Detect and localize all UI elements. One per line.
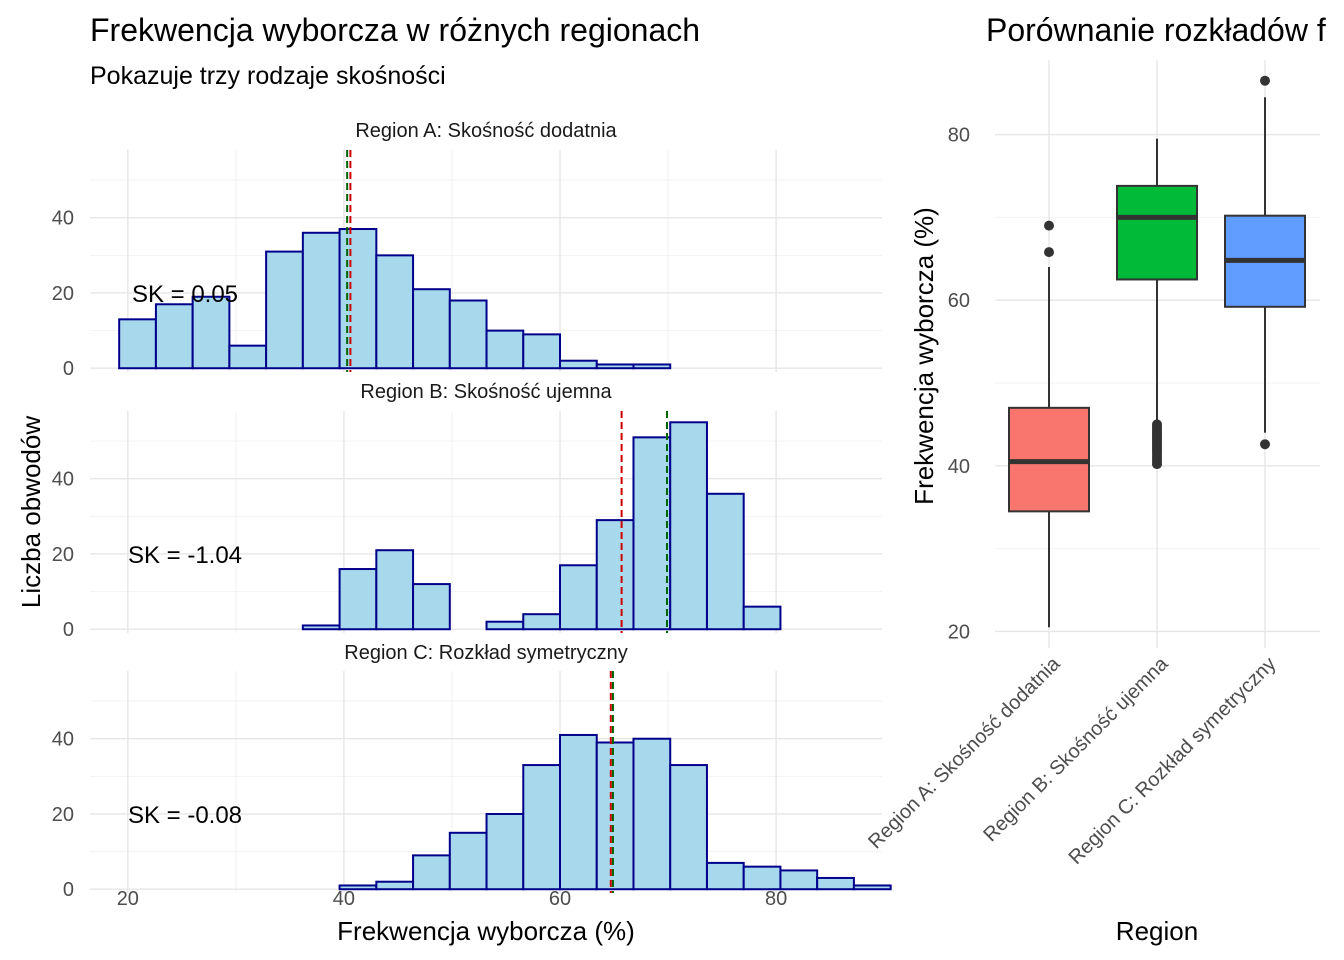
y-tick-label: 20 [52, 804, 74, 826]
boxplot-y-tick-label: 60 [948, 290, 970, 312]
y-tick-label: 40 [52, 729, 74, 751]
x-axis-ticks: 20 40 60 80 [117, 888, 788, 910]
skewness-label: SK = -1.04 [128, 542, 242, 569]
boxplot-y-tick-label: 40 [948, 456, 970, 478]
histogram-bar [559, 733, 598, 891]
histogram-bar [852, 884, 892, 891]
x-tick-label: 40 [333, 888, 355, 910]
outlier-point [1152, 419, 1162, 430]
y-tick-label: 20 [52, 544, 74, 566]
histogram-bar [632, 737, 672, 891]
histogram-bar [705, 861, 745, 891]
histogram-bar [448, 299, 488, 370]
boxplot-x-tick-label: Region C: Rozkład symetryczny [1065, 653, 1281, 869]
y-tick-label: 20 [52, 283, 74, 305]
histogram-bar [779, 869, 819, 891]
skewness-label: SK = -0.08 [128, 802, 242, 829]
skewness-label: SK = 0.05 [132, 281, 238, 308]
x-axis-title: Frekwencja wyborcza (%) [337, 916, 635, 946]
facet-strip-label: Region A: Skośność dodatnia [355, 120, 617, 142]
histogram-bar [485, 329, 525, 370]
histogram-bar [669, 421, 708, 631]
boxplot-3 [1224, 75, 1306, 450]
histogram-bar [522, 764, 562, 891]
boxplot-1 [1008, 220, 1090, 628]
histogram-bar [338, 228, 378, 370]
boxplot-x-tick-label: Region A: Skośność dodatnia [864, 652, 1065, 853]
histogram-bar [669, 764, 708, 891]
outlier-point [1260, 75, 1270, 86]
boxplot-y-tick-label: 20 [948, 621, 970, 643]
histogram-bar [522, 613, 562, 631]
histogram-bar [412, 583, 451, 631]
histogram-bar [118, 318, 157, 370]
facet-strip-label: Region B: Skośność ujemna [360, 381, 612, 403]
histogram-bar [522, 333, 562, 370]
boxplot-x-axis-title: Region [1116, 916, 1198, 946]
x-tick-label: 80 [765, 888, 787, 910]
histogram-bar [595, 519, 635, 631]
histogram-bar [559, 564, 598, 631]
boxplot-y-ticks: 20 40 60 80 [948, 125, 970, 644]
histogram-bar [485, 812, 525, 891]
right-title: Porównanie rozkładów f [986, 12, 1326, 48]
histogram-bar [265, 250, 304, 370]
histogram-facets: Region A: Skośność dodatnia 0 20 40 SK = 0.0… [52, 120, 892, 901]
histogram-bar [559, 359, 598, 370]
outlier-point [1260, 439, 1270, 450]
boxplot-x-tick-label: Region B: Skośność ujemna [979, 652, 1173, 846]
histogram-bar [191, 295, 231, 370]
iqr-box [1116, 184, 1198, 281]
histogram-bar [412, 288, 451, 370]
y-tick-label: 0 [63, 879, 74, 901]
histogram-bar [632, 436, 672, 631]
facet-strip-label: Region C: Rozkład symetryczny [344, 642, 627, 664]
boxplot-y-tick-label: 80 [948, 125, 970, 147]
boxplot-2 [1116, 138, 1198, 470]
left-title: Frekwencja wyborcza w różnych regionach [90, 12, 700, 48]
histogram-bar [705, 492, 745, 631]
outlier-point [1044, 220, 1054, 231]
x-tick-label: 20 [117, 888, 139, 910]
histogram-bar [154, 303, 194, 370]
histogram-bar [448, 831, 488, 891]
y-tick-label: 0 [63, 619, 74, 641]
histogram-bar [375, 254, 415, 370]
histogram-bar [485, 620, 525, 631]
facet-2: Region B: Skośność ujemna 0 20 40 SK = -1.04 [52, 381, 882, 641]
facet-3: Region C: Rozkład symetryczny 0 20 40 SK = -… [52, 642, 892, 901]
histogram-bar [632, 363, 672, 370]
y-tick-label: 40 [52, 208, 74, 230]
histogram-bar [595, 741, 635, 891]
histogram-bar [338, 568, 378, 631]
histogram-bar [375, 880, 415, 891]
histogram-panel: Frekwencja wyborcza w różnych regionach … [16, 12, 892, 946]
left-subtitle: Pokazuje trzy rodzaje skośności [90, 62, 446, 90]
x-tick-label: 60 [549, 888, 571, 910]
boxplot-y-axis-title: Frekwencja wyborcza (%) [909, 207, 939, 505]
histogram-bar [301, 231, 341, 370]
histogram-bar [228, 344, 268, 370]
y-axis-title: Liczba obwodów [16, 416, 46, 608]
facet-1: Region A: Skośność dodatnia 0 20 40 SK = 0.0… [52, 120, 882, 380]
y-tick-label: 0 [63, 358, 74, 380]
outlier-point [1044, 247, 1054, 258]
boxplot-panel: Porównanie rozkładów f 20 40 60 80 Region A… [864, 12, 1326, 946]
histogram-bar [595, 363, 635, 370]
boxplot-boxes [1008, 75, 1306, 628]
histogram-bar [816, 876, 855, 891]
histogram-bar [301, 624, 341, 631]
histogram-bar [742, 605, 782, 631]
histogram-bar [412, 854, 451, 891]
histogram-bar [375, 549, 415, 631]
y-tick-label: 40 [52, 469, 74, 491]
histogram-bar [742, 865, 782, 891]
